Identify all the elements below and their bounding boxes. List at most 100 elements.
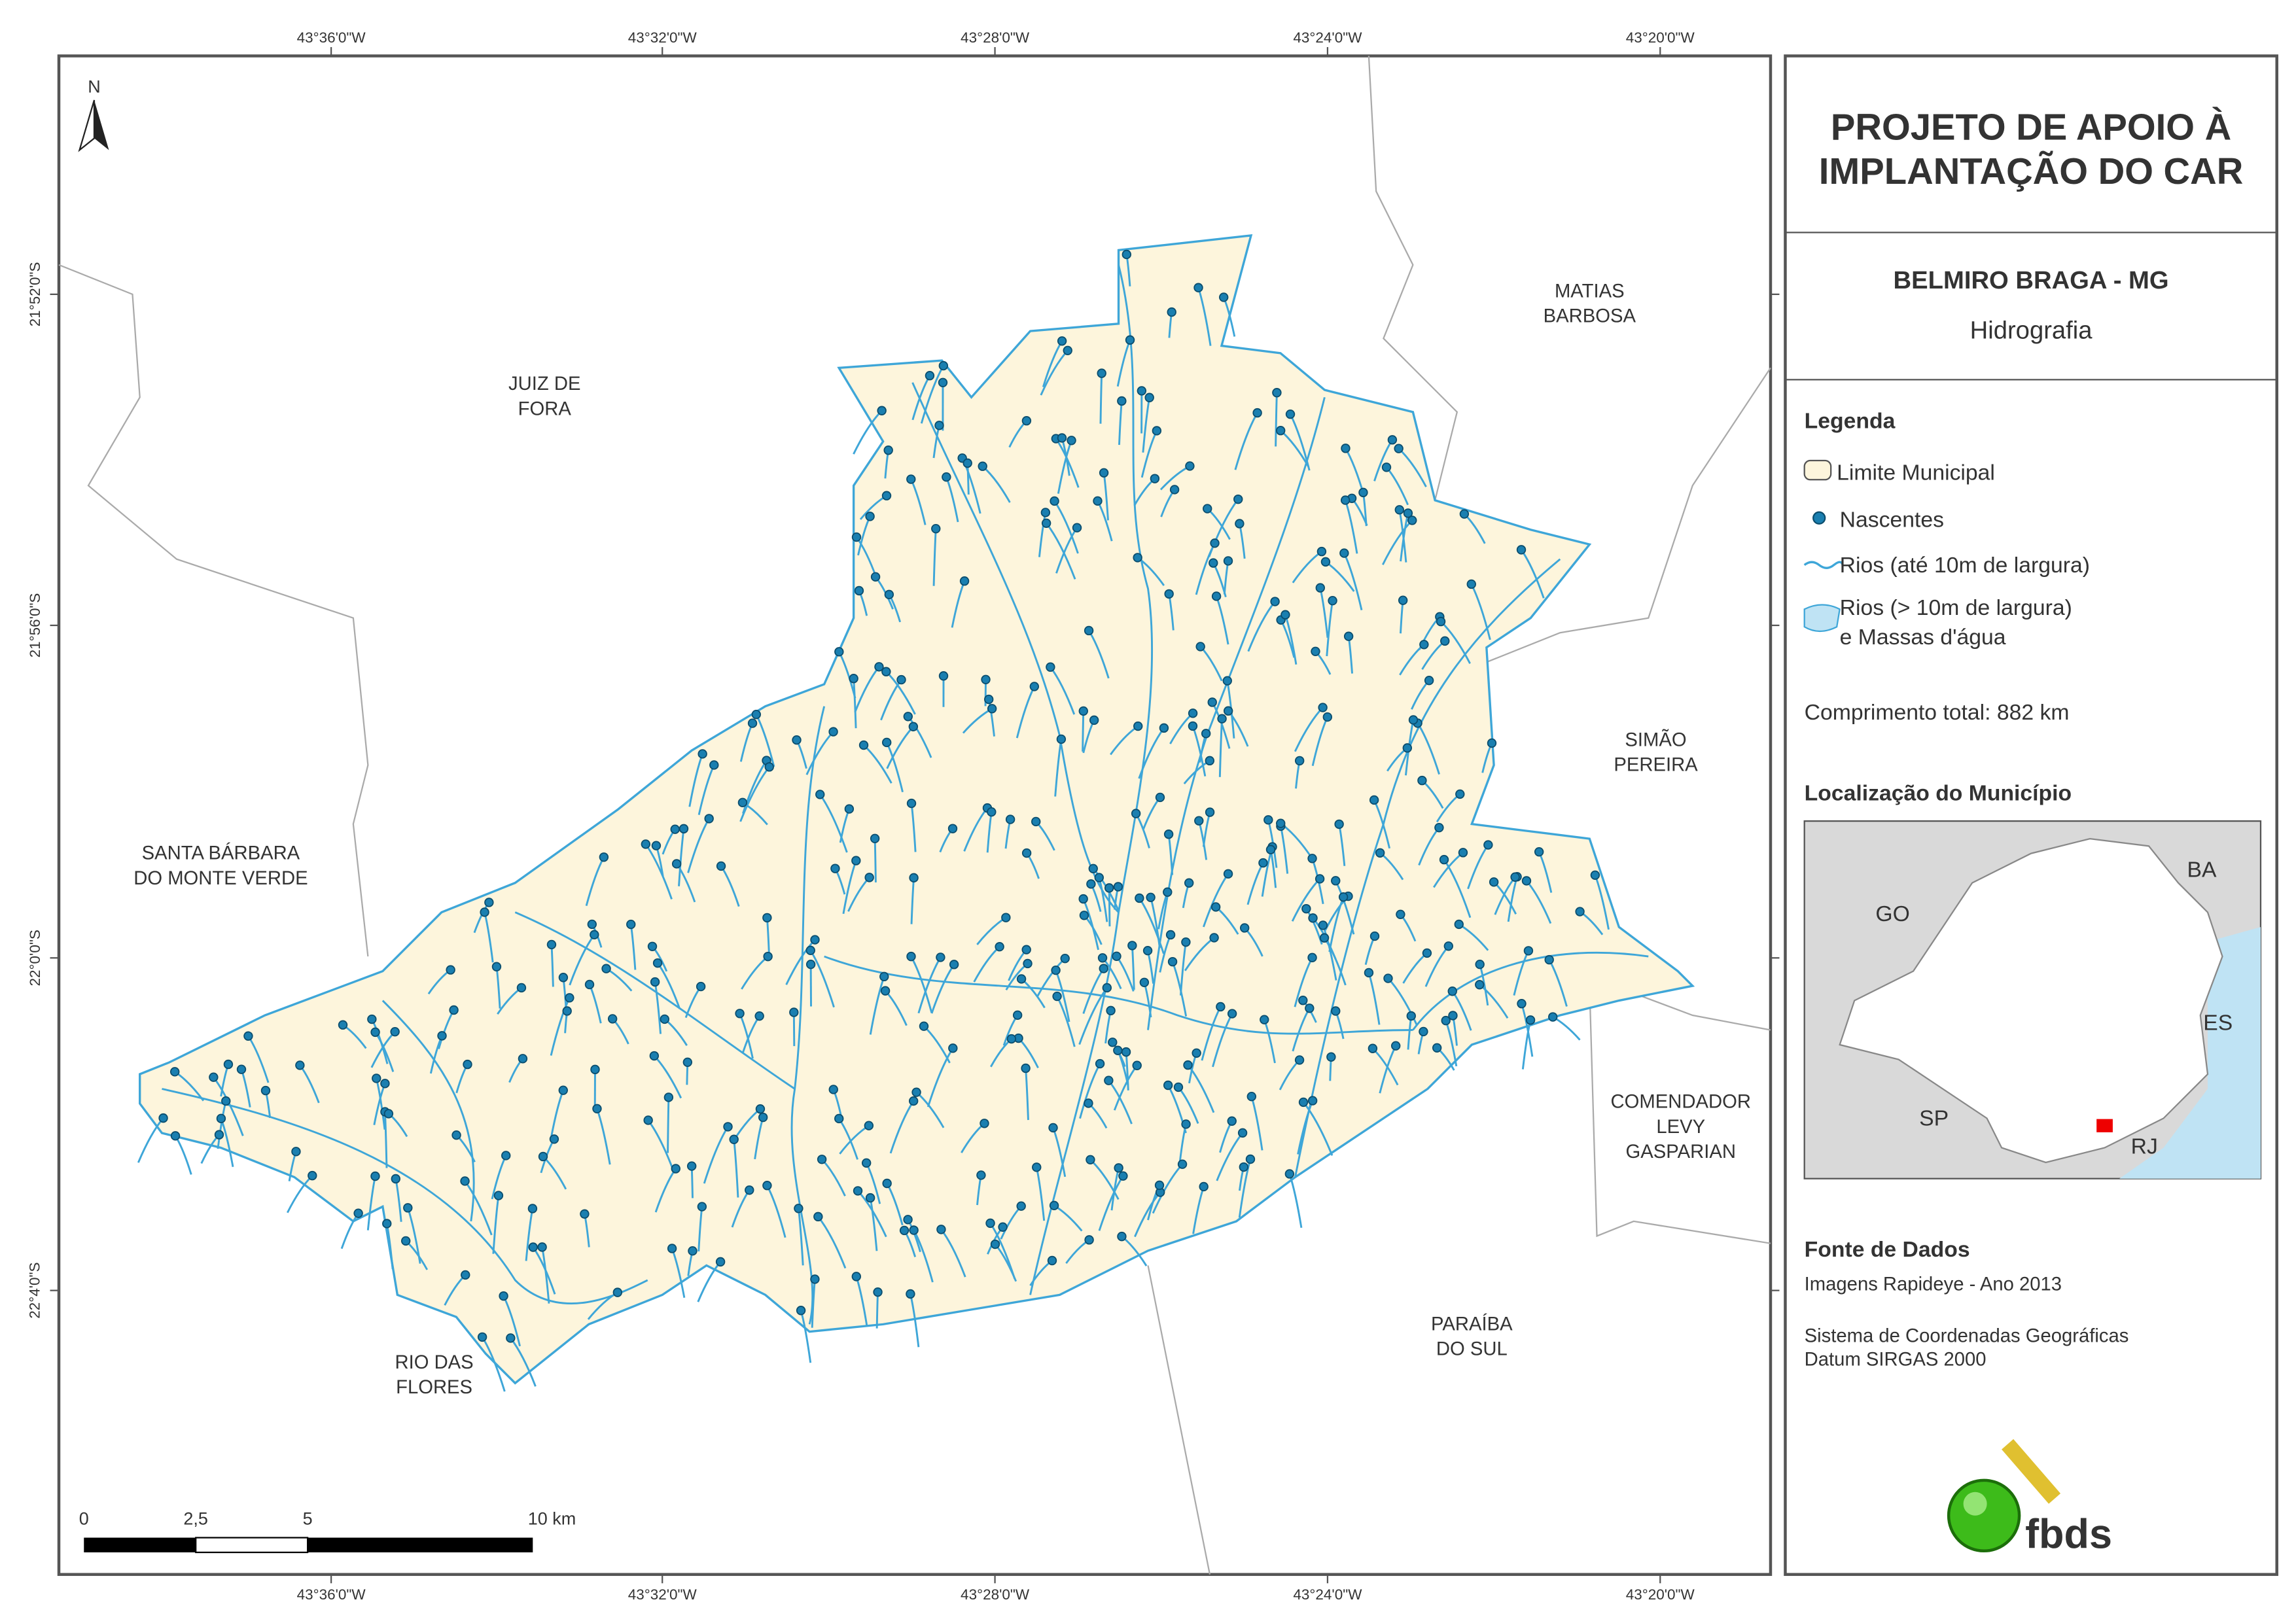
spring (1307, 952, 1317, 963)
tributary (739, 766, 770, 822)
spring (906, 798, 917, 809)
spring (216, 1113, 226, 1124)
spring (1049, 1200, 1059, 1211)
spring (679, 824, 689, 834)
spring (506, 1333, 516, 1343)
spring (1117, 1231, 1127, 1242)
spring (477, 1332, 487, 1342)
spring (947, 824, 958, 833)
source-line: Sistema de Coordenadas Geográficas (1805, 1325, 2129, 1346)
spring (985, 1218, 995, 1229)
spring (400, 1236, 411, 1246)
spring (1258, 858, 1268, 868)
longitude-label: 43°36'0"W (297, 1586, 366, 1603)
tributary (667, 1097, 670, 1153)
spring (873, 1287, 883, 1297)
neighbor-label: DO SUL (1436, 1339, 1508, 1360)
spring (1516, 545, 1527, 555)
spring (1406, 1011, 1416, 1021)
spring (1057, 336, 1067, 346)
spring (1398, 595, 1408, 605)
source-line: Imagens Rapideye - Ano 2013 (1805, 1274, 2062, 1295)
river (824, 955, 1413, 1035)
spring (1067, 436, 1076, 445)
spring (1021, 945, 1031, 954)
longitude-label: 43°24'0"W (1293, 29, 1362, 46)
spring (948, 1043, 958, 1053)
spring (1131, 809, 1141, 818)
spring (858, 740, 869, 750)
spring (1245, 1154, 1256, 1164)
spring (1104, 883, 1114, 893)
spring (460, 1176, 470, 1186)
spring (449, 1005, 459, 1015)
river (381, 1000, 475, 1222)
spring (612, 1287, 623, 1297)
spring (1086, 879, 1096, 889)
spring (828, 1085, 838, 1094)
latitude-label: 22°0'0"S (27, 930, 43, 986)
spring (499, 1291, 508, 1301)
spring (1201, 729, 1211, 739)
spring (1078, 894, 1088, 904)
spring (1424, 676, 1434, 686)
spring (671, 1164, 680, 1174)
spring (670, 824, 680, 834)
spring (1475, 960, 1485, 969)
legend-symbol (1803, 459, 1832, 481)
spring (537, 1242, 547, 1252)
spring (382, 1219, 392, 1229)
spring (1525, 1015, 1536, 1025)
spring (1417, 775, 1427, 786)
spring (626, 919, 636, 930)
spring (1270, 597, 1280, 606)
boundary (1368, 56, 1458, 501)
spring (1223, 706, 1233, 716)
neighbor-label: JUIZ DE (508, 374, 580, 394)
spring (881, 667, 891, 676)
spring (1394, 444, 1404, 453)
spring (1114, 1163, 1123, 1173)
spring (1079, 911, 1089, 920)
spring (667, 1244, 677, 1253)
spring (1155, 792, 1165, 803)
spring (353, 1208, 363, 1218)
spring (1454, 919, 1464, 930)
latitude-label: 21°56'0"S (27, 593, 43, 658)
spring (1207, 697, 1217, 707)
inset-label: RJ (2131, 1134, 2158, 1159)
spring (1394, 505, 1404, 515)
spring (1263, 815, 1273, 825)
spring (1358, 487, 1368, 498)
legend-symbol (1803, 604, 1841, 633)
legend-title: Legenda (1805, 409, 1896, 434)
spring (1144, 393, 1154, 402)
spring (1063, 345, 1072, 355)
spring (480, 907, 489, 917)
spring (813, 1212, 823, 1222)
spring (983, 694, 994, 705)
spring (493, 1191, 504, 1200)
boundary (1147, 1265, 1211, 1575)
spring (1341, 444, 1351, 453)
river (790, 706, 826, 1325)
spring (792, 735, 802, 745)
spring (698, 749, 707, 759)
tributary (1302, 1101, 1333, 1156)
spring (1521, 876, 1532, 886)
spring (682, 1057, 693, 1067)
neighbor-label: GASPARIAN (1626, 1142, 1736, 1162)
spring (870, 572, 881, 582)
spring (1383, 973, 1393, 983)
spring (849, 674, 858, 684)
location-marker (2094, 1117, 2115, 1134)
spring (1233, 494, 1243, 504)
spring (1219, 292, 1229, 302)
spring (1163, 1080, 1173, 1091)
spring (851, 1272, 861, 1282)
spring (1056, 734, 1067, 744)
spring (647, 941, 658, 951)
spring (903, 1215, 913, 1225)
spring (599, 852, 609, 862)
longitude-label: 43°32'0"W (628, 29, 698, 46)
